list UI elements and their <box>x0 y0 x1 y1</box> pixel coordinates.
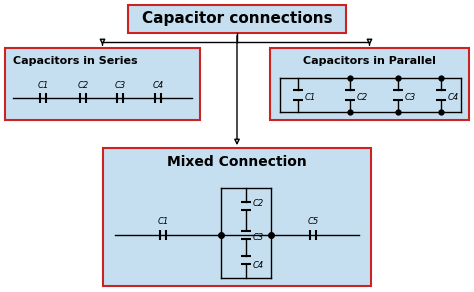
Text: C3: C3 <box>405 93 416 102</box>
Text: C2: C2 <box>253 199 264 208</box>
Text: Capacitors in Series: Capacitors in Series <box>13 56 137 66</box>
Text: C1: C1 <box>157 216 169 225</box>
Text: C3: C3 <box>114 81 126 90</box>
FancyBboxPatch shape <box>103 148 371 286</box>
Text: C5: C5 <box>307 216 319 225</box>
FancyBboxPatch shape <box>270 48 469 120</box>
Text: Mixed Connection: Mixed Connection <box>167 155 307 169</box>
Text: C4: C4 <box>152 81 164 90</box>
Text: C1: C1 <box>305 93 316 102</box>
Text: C3: C3 <box>253 232 264 241</box>
Text: Capacitors in Parallel: Capacitors in Parallel <box>303 56 436 66</box>
FancyBboxPatch shape <box>5 48 200 120</box>
FancyBboxPatch shape <box>128 5 346 33</box>
Text: C4: C4 <box>448 93 459 102</box>
Text: C2: C2 <box>357 93 368 102</box>
Text: C1: C1 <box>37 81 49 90</box>
Text: Capacitor connections: Capacitor connections <box>142 11 332 27</box>
Text: C4: C4 <box>253 262 264 270</box>
Text: C2: C2 <box>77 81 89 90</box>
